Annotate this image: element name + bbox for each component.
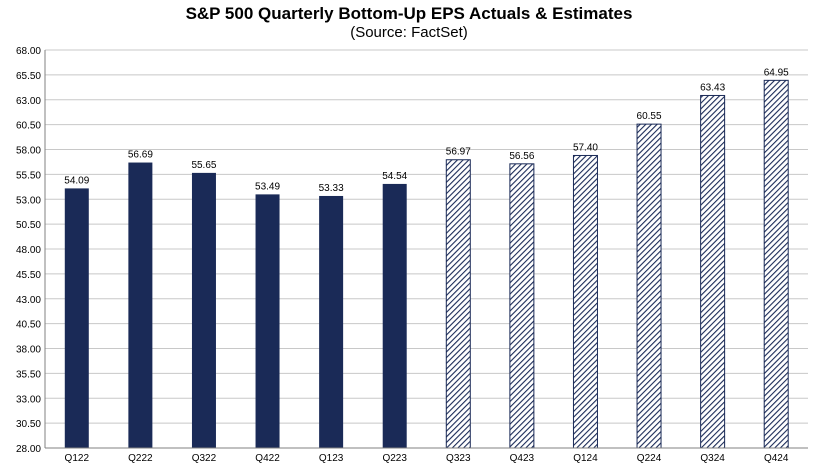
- bar-value-label: 53.33: [319, 183, 344, 194]
- y-tick-label: 58.00: [16, 146, 41, 157]
- bar-value-label: 63.43: [700, 82, 725, 93]
- bar-q123: [319, 195, 344, 448]
- y-tick-label: 48.00: [16, 245, 41, 256]
- grid-lines: [45, 49, 808, 424]
- bar-q224: [636, 123, 662, 449]
- y-axis-tick-labels: 28.00 30.50 33.00 35.50 38.00 40.50 43.00 45.50…: [16, 46, 41, 455]
- bar-q424: [763, 79, 789, 449]
- y-tick-label: 43.00: [16, 295, 41, 306]
- bar-q323: [445, 159, 471, 449]
- x-axis-tick-labels: Q122 Q222 Q322 Q422 Q123 Q223 Q323 Q423 Q124 Q224…: [65, 453, 789, 464]
- x-tick-label: Q422: [255, 453, 280, 464]
- bar-q124: [572, 154, 598, 449]
- y-tick-label: 53.00: [16, 195, 41, 206]
- bar-q422: [255, 194, 280, 448]
- x-tick-label: Q324: [700, 453, 725, 464]
- bar-value-label: 53.49: [255, 181, 280, 192]
- chart-subtitle: (Source: FactSet): [350, 24, 468, 41]
- bar-q423: [509, 163, 535, 449]
- bar-q122: [64, 188, 89, 449]
- y-tick-label: 33.00: [16, 394, 41, 405]
- bar-value-label: 64.95: [764, 67, 789, 78]
- bar-value-label: 60.55: [637, 111, 662, 122]
- chart-title: S&P 500 Quarterly Bottom-Up EPS Actuals …: [185, 4, 633, 23]
- x-tick-label: Q322: [192, 453, 217, 464]
- bar-value-label: 54.54: [382, 171, 407, 182]
- bar-value-label: 54.09: [64, 175, 89, 186]
- bar-value-label: 57.40: [573, 142, 598, 153]
- bar-q222: [128, 162, 153, 449]
- y-tick-label: 50.50: [16, 220, 41, 231]
- y-tick-label: 68.00: [16, 46, 41, 57]
- bar-value-label: 55.65: [191, 160, 216, 171]
- y-tick-label: 35.50: [16, 369, 41, 380]
- y-tick-label: 38.00: [16, 345, 41, 356]
- y-tick-label: 30.50: [16, 419, 41, 430]
- bar-value-label: 56.69: [128, 150, 153, 161]
- y-tick-label: 28.00: [16, 444, 41, 455]
- bar-q324: [700, 94, 726, 449]
- x-tick-label: Q323: [446, 453, 471, 464]
- bar-value-label: 56.56: [509, 151, 534, 162]
- y-tick-label: 40.50: [16, 320, 41, 331]
- bar-q322: [191, 172, 216, 448]
- x-tick-label: Q423: [510, 453, 535, 464]
- bar-value-label: 56.97: [446, 147, 471, 158]
- x-tick-label: Q123: [319, 453, 344, 464]
- x-tick-label: Q122: [65, 453, 90, 464]
- y-tick-label: 45.50: [16, 270, 41, 281]
- x-tick-label: Q223: [382, 453, 407, 464]
- x-tick-label: Q124: [573, 453, 598, 464]
- x-tick-label: Q222: [128, 453, 153, 464]
- bars: [64, 79, 789, 449]
- bar-value-labels: 54.09 56.69 55.65 53.49 53.33 54.54 56.97 56.56…: [64, 67, 789, 194]
- y-tick-label: 63.00: [16, 96, 41, 107]
- y-tick-label: 55.50: [16, 170, 41, 181]
- x-tick-label: Q224: [637, 453, 662, 464]
- y-tick-label: 60.50: [16, 121, 41, 132]
- y-tick-label: 65.50: [16, 71, 41, 82]
- bar-q223: [382, 183, 407, 448]
- x-tick-label: Q424: [764, 453, 789, 464]
